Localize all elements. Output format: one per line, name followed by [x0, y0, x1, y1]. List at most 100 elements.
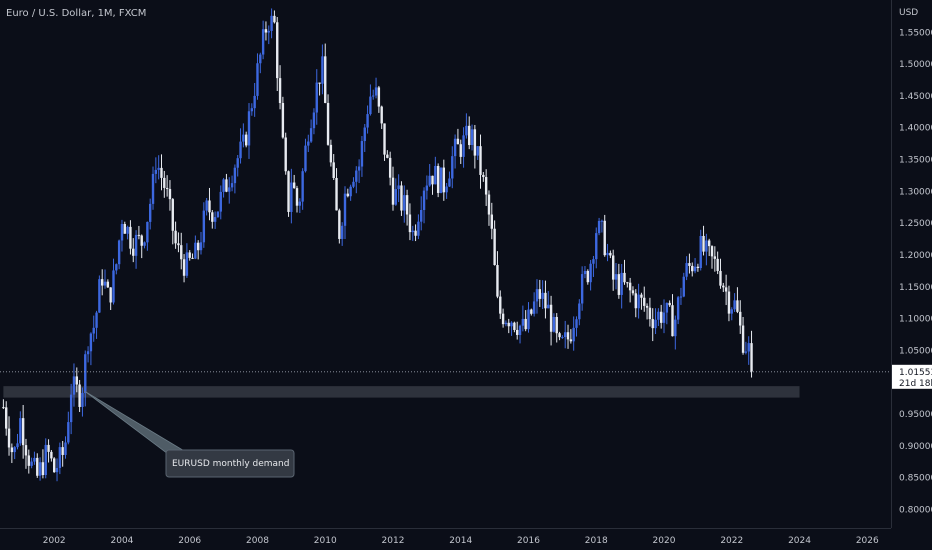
candle-body: [549, 304, 553, 332]
candle-body: [724, 287, 728, 292]
candle: [645, 303, 649, 320]
x-tick-label: 2026: [856, 536, 879, 546]
candle-body: [343, 193, 347, 226]
candle: [10, 443, 14, 464]
candle: [72, 363, 76, 407]
candle: [30, 457, 33, 469]
candle-body: [691, 265, 694, 272]
candle-body: [129, 226, 132, 249]
candle-body: [36, 457, 39, 476]
candle-body: [702, 235, 705, 252]
candle-body: [434, 165, 437, 185]
candle: [386, 150, 389, 159]
candle-body: [366, 114, 369, 128]
candle: [64, 436, 67, 459]
candle: [713, 246, 717, 272]
candle: [552, 313, 556, 333]
candle: [510, 321, 513, 336]
candle-body: [188, 252, 191, 258]
candle: [332, 154, 335, 181]
candle: [744, 341, 748, 355]
candle-body: [225, 179, 228, 192]
candle-body: [623, 272, 626, 283]
candle-body: [617, 274, 621, 295]
candle-body: [307, 141, 310, 146]
candle: [504, 320, 508, 327]
candle-body: [89, 333, 93, 352]
candle-body: [19, 418, 22, 444]
candle: [324, 43, 327, 104]
candle-body: [151, 173, 155, 204]
demand-zone: [3, 386, 800, 398]
candle: [230, 175, 234, 192]
candle-body: [388, 157, 392, 178]
candle: [148, 198, 152, 230]
y-tick-label: 1.25000: [899, 219, 932, 229]
candle-body: [476, 146, 479, 156]
candle-body: [425, 185, 429, 191]
candle: [165, 175, 169, 197]
candle: [674, 315, 677, 350]
candle: [89, 332, 93, 366]
candle: [86, 346, 90, 363]
candle-body: [171, 199, 174, 231]
candle: [564, 320, 567, 349]
candle: [357, 159, 361, 184]
candle-body: [298, 201, 302, 206]
candle-body: [445, 186, 448, 193]
candle: [549, 295, 553, 346]
candle-body: [575, 319, 578, 328]
candle: [436, 163, 440, 198]
candle: [253, 83, 256, 117]
candle-body: [287, 171, 290, 212]
candle-body: [134, 234, 138, 256]
candle: [583, 266, 587, 279]
candle: [558, 331, 561, 341]
candle: [439, 167, 443, 194]
candle-body: [643, 297, 646, 306]
x-tick-label: 2024: [788, 536, 811, 546]
price-axis[interactable]: 1.55000 1.50000 1.45000 1.40000 1.35000 1.300…: [892, 28, 932, 515]
candle: [123, 221, 126, 234]
candle-body: [324, 56, 327, 103]
candle-body: [592, 259, 595, 264]
candle: [151, 166, 155, 210]
candle-body: [355, 170, 358, 182]
candle-body: [626, 282, 629, 284]
candle: [55, 458, 59, 482]
candle: [208, 187, 211, 221]
candle-body: [699, 235, 702, 269]
candle: [499, 290, 502, 319]
candle: [496, 251, 499, 299]
candle-body: [564, 332, 567, 338]
candle: [470, 124, 474, 151]
candle-body: [611, 255, 615, 280]
candle: [727, 285, 731, 322]
candle: [84, 350, 87, 407]
candle-body: [273, 15, 276, 23]
annotation-layer: EURUSD monthly demand: [84, 390, 295, 478]
candle: [702, 225, 705, 256]
candle-body: [473, 129, 477, 156]
candle-body: [634, 293, 637, 309]
annotation-box[interactable]: [165, 449, 295, 478]
candle: [27, 449, 30, 474]
candle: [16, 433, 19, 450]
y-tick-label: 1.30000: [899, 187, 932, 197]
candle-body: [736, 300, 739, 312]
candle: [287, 170, 290, 217]
candle: [428, 164, 431, 187]
candle: [2, 399, 5, 410]
candle: [643, 286, 646, 312]
candle-body: [377, 87, 381, 107]
time-axis[interactable]: 2002 2004 2006 2008 2010 2012 2014 2016 2018 2020…: [43, 536, 879, 546]
candle: [730, 307, 733, 321]
candle: [180, 232, 183, 270]
candle: [78, 379, 81, 412]
candle: [724, 274, 728, 306]
candle-body: [222, 179, 225, 192]
candle: [199, 231, 203, 255]
candle-body: [462, 135, 465, 157]
